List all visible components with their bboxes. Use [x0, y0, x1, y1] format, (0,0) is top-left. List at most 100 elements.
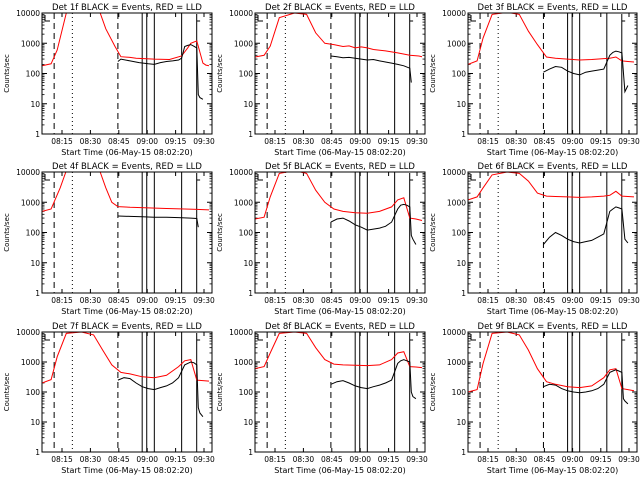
- y-tick-label: 100: [26, 70, 41, 79]
- series-line-events: [117, 215, 199, 228]
- x-axis-label: Start Time (06-May-15 08:02:20): [274, 307, 405, 316]
- x-axis-label: Start Time (06-May-15 08:02:20): [487, 307, 618, 316]
- panel-det-5f: Det 5f BLACK = Events, RED = LLD Counts/s…: [216, 162, 428, 316]
- y-tick-label: 100: [452, 229, 467, 238]
- panel-title: Det 3f BLACK = Events, RED = LLD: [478, 3, 628, 13]
- panel-title: Det 5f BLACK = Events, RED = LLD: [265, 162, 415, 172]
- y-tick-label: 10000: [229, 168, 253, 177]
- plot-frame: [41, 331, 213, 453]
- series-line-lld: [255, 13, 423, 58]
- y-axis-label: Counts/sec: [3, 54, 11, 93]
- y-tick-label: 100: [239, 388, 254, 397]
- plot-frame: [467, 12, 638, 135]
- panel-det-2f: Det 2f BLACK = Events, RED = LLD Counts/s…: [216, 3, 428, 157]
- x-tick-label: 09:30: [406, 455, 428, 464]
- x-axis-label: Start Time (06-May-15 08:02:20): [274, 466, 405, 475]
- start-marker-bracket: [257, 334, 263, 341]
- x-tick-label: 09:00: [136, 455, 158, 464]
- y-axis-label: Counts/sec: [3, 213, 11, 252]
- panel-det-4f: Det 4f BLACK = Events, RED = LLD Counts/s…: [3, 162, 215, 316]
- y-tick-label: 1: [35, 130, 40, 139]
- y-tick-label: 1: [248, 448, 253, 457]
- x-axis-label: Start Time (06-May-15 08:02:20): [274, 148, 405, 157]
- x-tick-label: 08:45: [108, 296, 130, 305]
- y-tick-label: 1: [248, 130, 253, 139]
- x-tick-label: 09:15: [165, 455, 187, 464]
- end-marker-bracket: [409, 14, 414, 134]
- y-tick-label: 10: [30, 259, 40, 268]
- start-marker-bracket: [44, 174, 50, 181]
- x-tick-label: 08:30: [505, 296, 527, 305]
- y-axis-label: Counts/sec: [429, 373, 437, 412]
- x-tick-label: 09:00: [136, 296, 158, 305]
- y-tick-label: 1: [461, 289, 466, 298]
- panel-det-9f: Det 9f BLACK = Events, RED = LLD Counts/s…: [429, 322, 640, 475]
- plot-frame: [467, 171, 638, 294]
- x-tick-label: 09:00: [349, 137, 371, 146]
- x-tick-label: 09:15: [378, 455, 400, 464]
- x-axis-label: Start Time (06-May-15 08:02:20): [61, 148, 192, 157]
- y-tick-label: 1000: [21, 39, 40, 48]
- plot-frame: [254, 331, 426, 453]
- x-tick-label: 09:00: [562, 455, 584, 464]
- y-tick-label: 10: [30, 418, 40, 427]
- x-tick-label: 09:00: [136, 137, 158, 146]
- x-tick-label: 09:15: [378, 296, 400, 305]
- plot-frame: [41, 171, 213, 294]
- x-tick-label: 09:15: [165, 137, 187, 146]
- series-line-events: [330, 359, 417, 400]
- x-tick-label: 09:15: [165, 296, 187, 305]
- y-axis-label: Counts/sec: [216, 213, 224, 252]
- y-tick-label: 100: [452, 388, 467, 397]
- y-tick-label: 10000: [442, 328, 466, 337]
- x-tick-label: 08:15: [51, 455, 73, 464]
- panel-title: Det 9f BLACK = Events, RED = LLD: [478, 322, 628, 332]
- y-tick-label: 100: [452, 70, 467, 79]
- y-tick-label: 10000: [16, 328, 40, 337]
- x-tick-label: 09:15: [378, 137, 400, 146]
- x-axis-label: Start Time (06-May-15 08:02:20): [487, 466, 618, 475]
- y-axis-label: Counts/sec: [429, 213, 437, 252]
- y-tick-label: 100: [26, 388, 41, 397]
- x-tick-label: 08:30: [505, 137, 527, 146]
- series-line-events: [330, 203, 417, 245]
- start-marker-bracket: [257, 174, 263, 181]
- panel-title: Det 8f BLACK = Events, RED = LLD: [265, 322, 415, 332]
- x-tick-label: 08:30: [505, 455, 527, 464]
- x-tick-label: 08:30: [293, 296, 315, 305]
- series-line-events: [543, 50, 629, 94]
- series-line-lld: [468, 332, 635, 393]
- panel-title: Det 2f BLACK = Events, RED = LLD: [265, 3, 415, 13]
- x-tick-label: 09:30: [618, 455, 640, 464]
- y-tick-label: 10: [456, 100, 466, 109]
- x-tick-label: 09:30: [193, 296, 215, 305]
- x-tick-label: 08:45: [321, 455, 343, 464]
- x-tick-label: 09:00: [562, 137, 584, 146]
- x-tick-label: 08:30: [293, 455, 315, 464]
- x-tick-label: 08:45: [534, 296, 556, 305]
- y-axis-label: Counts/sec: [429, 54, 437, 93]
- x-tick-label: 08:45: [321, 137, 343, 146]
- panel-title: Det 4f BLACK = Events, RED = LLD: [52, 162, 202, 172]
- series-line-events: [543, 206, 629, 245]
- x-tick-label: 09:30: [406, 296, 428, 305]
- end-marker-bracket: [409, 173, 414, 293]
- y-axis-label: Counts/sec: [216, 54, 224, 93]
- series-line-lld: [468, 13, 635, 65]
- y-axis-label: Counts/sec: [216, 373, 224, 412]
- x-tick-label: 09:00: [349, 455, 371, 464]
- x-tick-label: 09:15: [590, 296, 612, 305]
- x-tick-label: 09:30: [618, 137, 640, 146]
- x-tick-label: 08:15: [264, 137, 286, 146]
- panel-det-6f: Det 6f BLACK = Events, RED = LLD Counts/s…: [429, 162, 640, 316]
- x-tick-label: 08:30: [80, 137, 102, 146]
- start-marker-bracket: [470, 174, 476, 181]
- x-tick-label: 08:45: [108, 455, 130, 464]
- x-tick-label: 09:30: [406, 137, 428, 146]
- x-tick-label: 09:15: [590, 137, 612, 146]
- start-marker-bracket: [44, 15, 50, 22]
- x-tick-label: 09:00: [349, 296, 371, 305]
- series-line-lld: [42, 172, 210, 212]
- series-line-lld: [42, 13, 210, 67]
